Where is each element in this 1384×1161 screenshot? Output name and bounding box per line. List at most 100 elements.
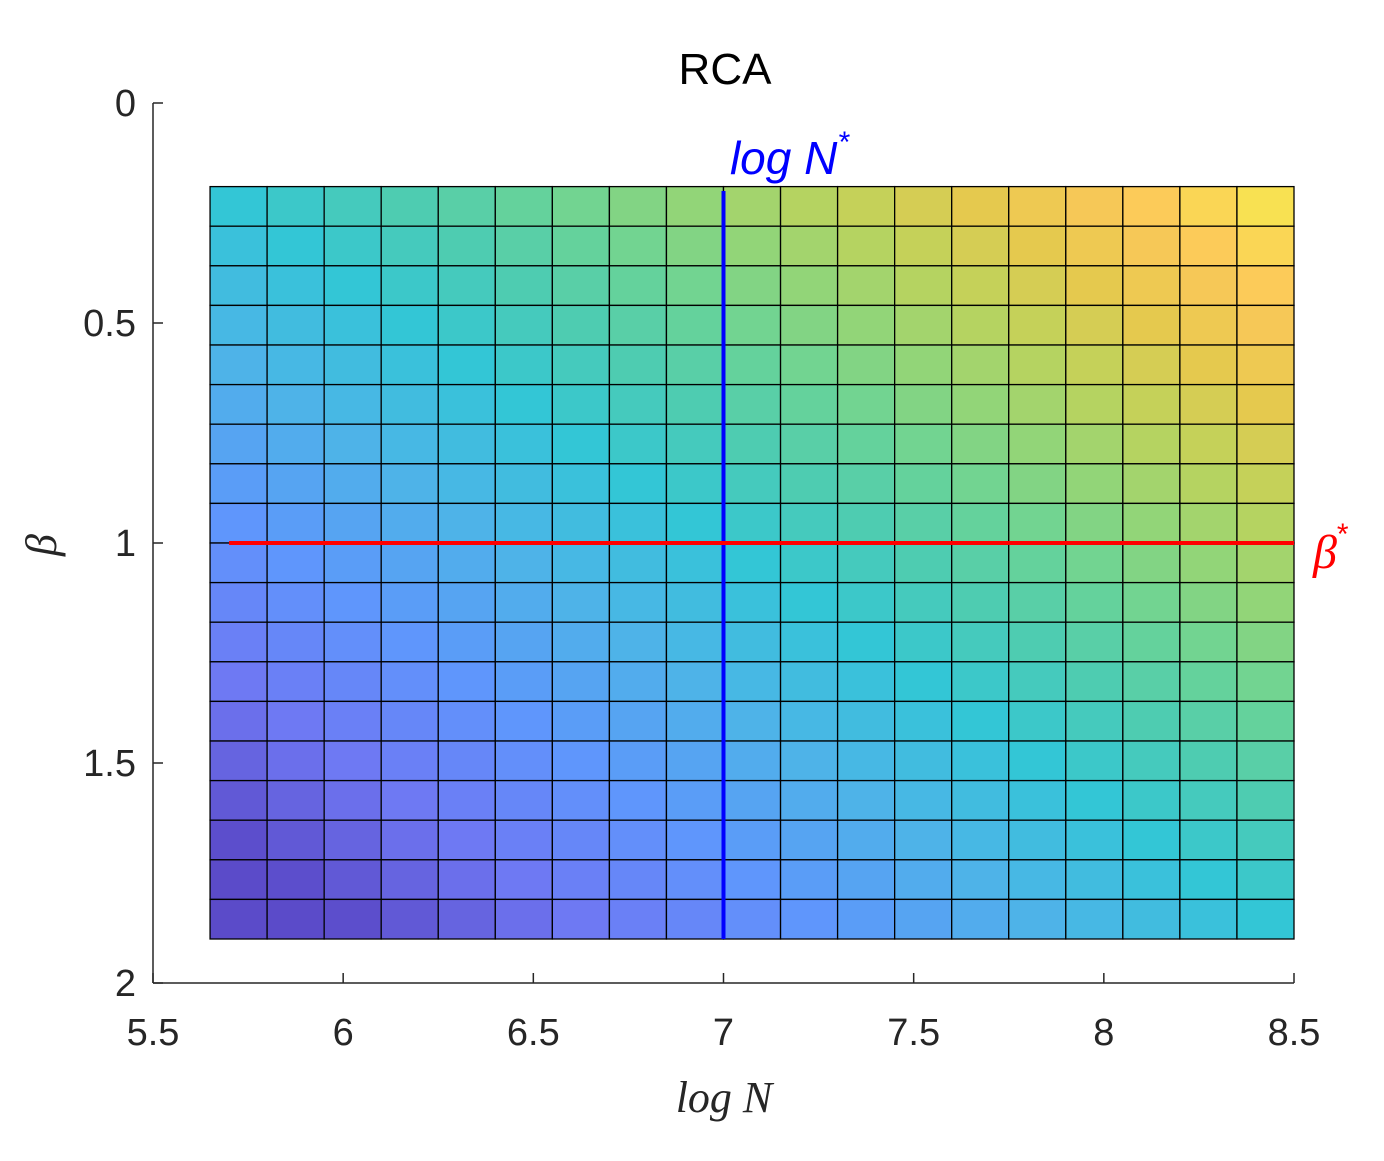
heatmap-cell [1008, 225, 1067, 267]
heatmap-cell [1008, 265, 1067, 307]
heatmap-cell [266, 502, 325, 544]
heatmap-cell [380, 463, 439, 505]
heatmap-cell [951, 383, 1010, 425]
heatmap-cell [437, 304, 496, 346]
heatmap-cell [1008, 661, 1067, 703]
heatmap-cell [266, 859, 325, 901]
heatmap-cell [380, 383, 439, 425]
heatmap-cell [209, 819, 268, 861]
heatmap-cell [894, 779, 953, 821]
heatmap-cell [209, 383, 268, 425]
heatmap-cell [323, 542, 382, 584]
heatmap-cell [1179, 423, 1238, 465]
heatmap-cell [608, 265, 668, 307]
heatmap-cell [951, 304, 1010, 346]
heatmap-cell [1236, 859, 1295, 901]
heatmap-cell [1122, 265, 1181, 307]
heatmap-cell [722, 463, 782, 505]
heatmap-cell [951, 819, 1010, 861]
heatmap-cell [323, 265, 382, 307]
heatmap-cell [722, 265, 782, 307]
heatmap-cell [665, 225, 725, 267]
heatmap-cell [779, 581, 839, 623]
heatmap-cell [494, 304, 553, 346]
heatmap-cell [437, 661, 496, 703]
heatmap-cell [894, 463, 953, 505]
heatmap-cell [494, 423, 553, 465]
heatmap-cell [551, 898, 611, 940]
heatmap-cell [1122, 185, 1181, 227]
heatmap-cell [608, 502, 668, 544]
heatmap-cell [951, 463, 1010, 505]
heatmap-cell [665, 185, 725, 227]
heatmap-cell [836, 898, 896, 940]
x-tick-label: 6.5 [507, 1012, 560, 1054]
heatmap-cell [1065, 185, 1124, 227]
heatmap-cell [836, 383, 896, 425]
heatmap-cell [1236, 225, 1295, 267]
heatmap-cell [894, 423, 953, 465]
heatmap-cell [722, 502, 782, 544]
heatmap-cell [380, 423, 439, 465]
heatmap-cell [1122, 700, 1181, 742]
heatmap-cell [1236, 661, 1295, 703]
heatmap-cell [323, 661, 382, 703]
heatmap-cell [323, 423, 382, 465]
heatmap-cell [722, 344, 782, 386]
heatmap-cell [1236, 304, 1295, 346]
heatmap-cell [380, 819, 439, 861]
heatmap-cell [1008, 700, 1067, 742]
heatmap-cell [779, 304, 839, 346]
heatmap-cell [209, 423, 268, 465]
heatmap-cell [323, 859, 382, 901]
heatmap-cell [1008, 344, 1067, 386]
heatmap-cell [494, 542, 553, 584]
heatmap-cell [437, 581, 496, 623]
heatmap-cell [437, 463, 496, 505]
heatmap-cell [1179, 265, 1238, 307]
heatmap-cell [951, 265, 1010, 307]
heatmap-cell [608, 661, 668, 703]
heatmap-cell [608, 859, 668, 901]
heatmap-cell [209, 225, 268, 267]
heatmap-cell [1179, 344, 1238, 386]
heatmap-cell [779, 819, 839, 861]
heatmap-cell [836, 225, 896, 267]
heatmap-cell [380, 898, 439, 940]
heatmap-cell [1236, 502, 1295, 544]
heatmap-cell [1008, 859, 1067, 901]
heatmap-cell [894, 185, 953, 227]
heatmap-cell [1236, 700, 1295, 742]
heatmap-cell [836, 423, 896, 465]
heatmap-cell [665, 542, 725, 584]
heatmap-cell [323, 185, 382, 227]
heatmap-cell [1008, 185, 1067, 227]
heatmap-cell [266, 700, 325, 742]
heatmap-cell [894, 740, 953, 782]
heatmap-cell [608, 185, 668, 227]
heatmap-cell [1179, 779, 1238, 821]
heatmap-cell [1236, 383, 1295, 425]
y-tick-label: 2 [115, 963, 136, 1005]
heatmap-cell [266, 542, 325, 584]
heatmap-cell [951, 621, 1010, 663]
heatmap-cell [209, 859, 268, 901]
heatmap-cell [266, 779, 325, 821]
heatmap-cell [836, 344, 896, 386]
heatmap-cell [894, 581, 953, 623]
heatmap-cell [437, 423, 496, 465]
heatmap-cell [1122, 621, 1181, 663]
heatmap-cell [722, 542, 782, 584]
heatmap-cell [494, 383, 553, 425]
heatmap-cell [665, 898, 725, 940]
heatmap-cell [551, 819, 611, 861]
heatmap-cell [1008, 740, 1067, 782]
heatmap-cell [1236, 423, 1295, 465]
heatmap-cell [894, 859, 953, 901]
heatmap-cell [323, 581, 382, 623]
heatmap-cell [1236, 621, 1295, 663]
heatmap-cell [1179, 225, 1238, 267]
heatmap-cell [1179, 621, 1238, 663]
heatmap-cell [608, 542, 668, 584]
heatmap-cell [894, 502, 953, 544]
